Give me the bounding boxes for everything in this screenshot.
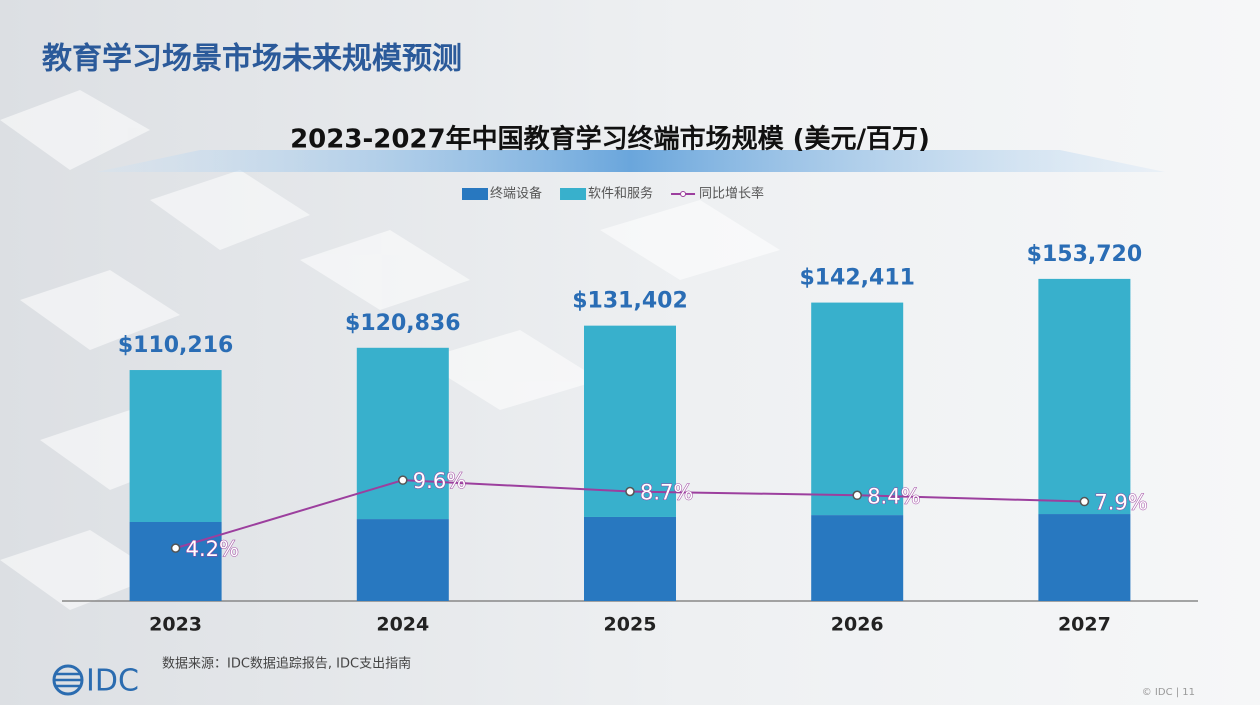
bar-segment	[811, 515, 904, 601]
x-tick-label: 2026	[831, 614, 884, 636]
legend-swatch	[680, 191, 687, 197]
bar-segment	[1038, 514, 1131, 601]
total-label: $131,402	[572, 289, 688, 314]
legend-label: 同比增长率	[699, 186, 764, 202]
growth-marker	[398, 475, 408, 485]
x-tick-label: 2023	[149, 614, 202, 636]
x-tick-label: 2025	[604, 614, 657, 636]
chart-title: 2023-2027年中国教育学习终端市场规模 (美元/百万)	[290, 124, 930, 155]
bar-segment	[811, 302, 904, 516]
growth-label: 8.4%	[867, 484, 920, 508]
bar-segment	[584, 516, 676, 601]
x-tick-label: 2024	[376, 614, 429, 636]
bar-segment	[1038, 278, 1131, 515]
total-label: $153,720	[1027, 242, 1143, 267]
total-label: $110,216	[118, 333, 234, 358]
bar-segment	[129, 522, 222, 601]
bar-segment	[356, 347, 449, 520]
x-tick-label: 2027	[1058, 614, 1111, 636]
total-label: $120,836	[345, 311, 461, 336]
logo-text: IDC	[86, 664, 139, 699]
growth-marker	[170, 543, 181, 553]
growth-label: 7.9%	[1094, 491, 1147, 515]
legend-swatch	[560, 188, 587, 200]
bar-segment	[129, 370, 222, 523]
title-banner	[96, 150, 1165, 172]
total-label: $142,411	[799, 266, 915, 291]
bar-segment	[584, 325, 676, 517]
growth-label: 8.7%	[640, 480, 693, 504]
slide-title: 教育学习场景市场未来规模预测	[42, 42, 462, 77]
footer: © IDC | 11	[1142, 687, 1195, 698]
logo	[52, 664, 84, 696]
growth-label: 4.2%	[186, 537, 239, 561]
bar-segment	[356, 519, 449, 601]
legend-swatch	[462, 188, 488, 200]
growth-marker	[1079, 496, 1090, 507]
growth-marker	[625, 486, 635, 497]
legend-label: 软件和服务	[588, 186, 653, 202]
growth-label: 9.6%	[413, 469, 466, 493]
growth-marker	[852, 490, 862, 501]
source-note: 数据来源：IDC数据追踪报告, IDC支出指南	[162, 656, 411, 672]
legend-label: 终端设备	[490, 186, 542, 202]
